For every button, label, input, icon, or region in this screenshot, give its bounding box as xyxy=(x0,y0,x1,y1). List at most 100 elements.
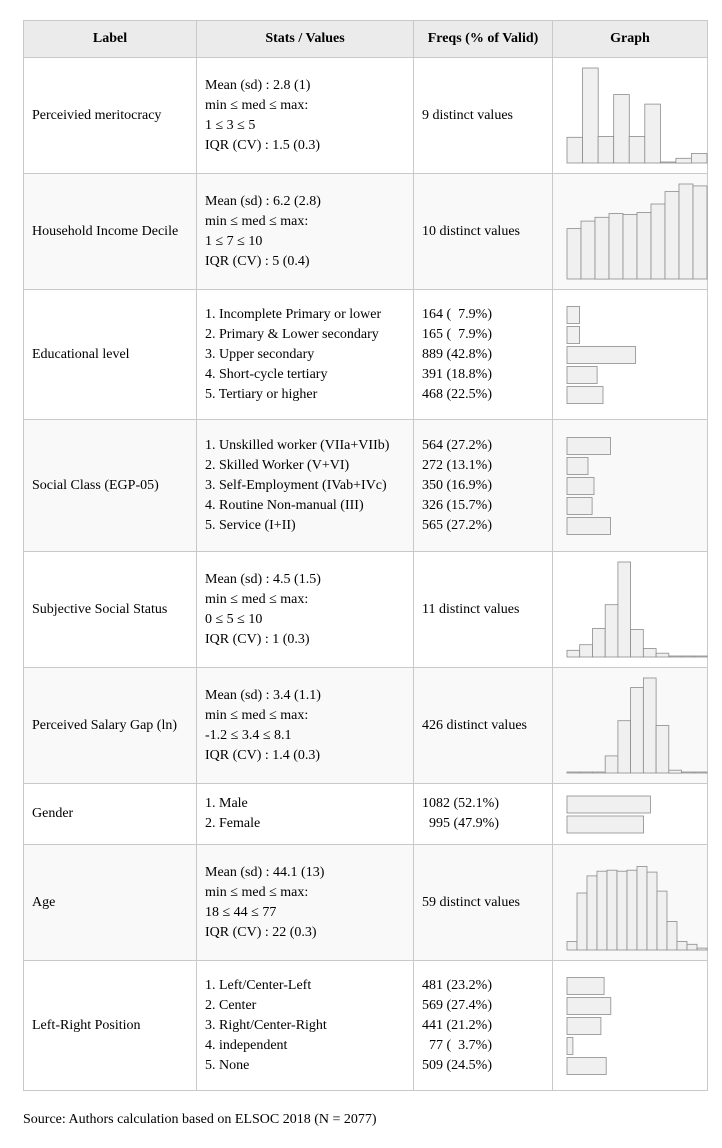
stats-line: 1 ≤ 7 ≤ 10 xyxy=(205,233,263,249)
freqs-cell: 11 distinct values xyxy=(413,551,553,668)
histogram-bar xyxy=(608,213,624,280)
stats-cell: Mean (sd) : 2.8 (1) min ≤ med ≤ max: 1 ≤ 3… xyxy=(196,57,414,174)
histogram-bar xyxy=(582,67,599,164)
histogram-bar xyxy=(636,212,652,280)
frequency-bar xyxy=(566,1017,602,1035)
stats-line: 1. Unskilled worker (VIIa+VIIb) xyxy=(205,437,390,453)
freqs-cell: 426 distinct values xyxy=(413,667,553,784)
histogram-bar xyxy=(681,771,695,774)
histogram-bar xyxy=(617,561,632,658)
freqs-cell: 59 distinct values xyxy=(413,844,553,961)
freqs-cell: 10 distinct values xyxy=(413,173,553,290)
histogram-bar xyxy=(636,865,648,951)
freq-line: 426 distinct values xyxy=(422,717,527,733)
stats-line: 18 ≤ 44 ≤ 77 xyxy=(205,904,277,920)
stats-line: IQR (CV) : 5 (0.4) xyxy=(205,253,310,269)
histogram-bar xyxy=(643,648,657,658)
freq-line: 11 distinct values xyxy=(422,601,520,617)
freqs-cell: 164 ( 7.9%) 165 ( 7.9%) 889 (42.8%) 391 (18… xyxy=(413,289,553,420)
histogram-bar xyxy=(566,228,582,280)
stats-cell: 1. Unskilled worker (VIIa+VIIb) 2. Skille… xyxy=(196,419,414,552)
table-row: Perceivied meritocracy Mean (sd) : 2.8 (1… xyxy=(23,57,708,174)
freqs-cell: 564 (27.2%) 272 (13.1%) 350 (16.9%) 326 (15… xyxy=(413,419,553,552)
table-row: Age Mean (sd) : 44.1 (13) min ≤ med ≤ max:… xyxy=(23,844,708,961)
histogram-bar xyxy=(613,94,630,164)
stats-cell: Mean (sd) : 44.1 (13) min ≤ med ≤ max: 18 … xyxy=(196,844,414,961)
freq-line: 441 (21.2%) xyxy=(422,1017,492,1033)
histogram-bar xyxy=(622,214,638,280)
header-graph: Graph xyxy=(552,20,708,58)
variable-label: Perceived Salary Gap (ln) xyxy=(23,667,197,784)
table-row: Left-Right Position 1. Left/Center-Left 2.… xyxy=(23,960,708,1091)
stats-line: Mean (sd) : 44.1 (13) xyxy=(205,864,325,880)
stats-line: 5. None xyxy=(205,1057,250,1073)
graph-cell xyxy=(552,551,708,668)
histogram-bar xyxy=(659,161,677,164)
stats-line: 1. Male xyxy=(205,796,248,811)
histogram-bar xyxy=(675,157,692,164)
histogram-bar xyxy=(668,769,682,774)
freqs-cell: 481 (23.2%) 569 (27.4%) 441 (21.2%) 77 ( 3… xyxy=(413,960,553,1091)
histogram-bar xyxy=(566,649,581,658)
freq-line: 165 ( 7.9%) xyxy=(422,326,492,342)
freq-line: 9 distinct values xyxy=(422,107,513,123)
stats-line: Mean (sd) : 4.5 (1.5) xyxy=(205,571,321,587)
histogram-bar xyxy=(617,720,632,774)
histogram-bar xyxy=(579,644,593,658)
stats-line: 4. Short-cycle tertiary xyxy=(205,366,328,382)
household-income-decile-graph xyxy=(566,183,708,280)
graph-cell xyxy=(552,960,708,1091)
histogram-bar xyxy=(655,652,670,658)
stats-line: 2. Female xyxy=(205,816,261,831)
histogram-bar xyxy=(626,869,638,951)
header-freqs: Freqs (% of Valid) xyxy=(413,20,553,58)
social-class-egp-05-graph xyxy=(566,437,611,535)
histogram-bar xyxy=(566,136,584,164)
variable-label: Left-Right Position xyxy=(23,960,197,1091)
variable-label: Subjective Social Status xyxy=(23,551,197,668)
left-right-position-graph xyxy=(566,977,612,1075)
stats-line: 2. Center xyxy=(205,997,257,1013)
histogram-bar xyxy=(644,103,661,164)
graph-cell xyxy=(552,667,708,784)
freq-line: 1082 (52.1%) xyxy=(422,796,499,811)
stats-line: 4. Routine Non-manual (III) xyxy=(205,497,364,513)
freq-line: 164 ( 7.9%) xyxy=(422,306,492,322)
stats-line: Mean (sd) : 3.4 (1.1) xyxy=(205,687,321,703)
stats-cell: 1. Male 2. Female xyxy=(196,783,414,845)
frequency-bar xyxy=(566,795,651,814)
frequency-bar xyxy=(566,346,636,364)
gender-graph xyxy=(566,795,651,834)
variable-label: Household Income Decile xyxy=(23,173,197,290)
histogram-bar xyxy=(630,687,644,774)
histogram-bar xyxy=(576,892,588,951)
histogram-bar xyxy=(579,771,593,774)
stats-line: 5. Tertiary or higher xyxy=(205,386,318,402)
freq-line: 889 (42.8%) xyxy=(422,346,492,362)
histogram-bar xyxy=(616,870,628,951)
histogram-bar xyxy=(693,655,708,658)
stats-line: 1 ≤ 3 ≤ 5 xyxy=(205,117,256,133)
frequency-bar xyxy=(566,386,604,404)
graph-cell xyxy=(552,844,708,961)
subjective-social-status-graph xyxy=(566,561,708,658)
histogram-bar xyxy=(606,869,618,951)
stats-line: IQR (CV) : 1.5 (0.3) xyxy=(205,137,321,153)
header-label: Label xyxy=(23,20,197,58)
stats-line: 3. Upper secondary xyxy=(205,346,315,362)
histogram-bar xyxy=(604,604,619,658)
stats-line: 1. Incomplete Primary or lower xyxy=(205,306,382,322)
frequency-bar xyxy=(566,815,644,834)
frequency-bar xyxy=(566,457,589,475)
stats-line: min ≤ med ≤ max: xyxy=(205,884,309,900)
source-note: Source: Authors calculation based on ELS… xyxy=(23,1112,377,1127)
stats-line: 3. Right/Center-Right xyxy=(205,1017,327,1033)
frequency-bar xyxy=(566,517,611,535)
histogram-bar xyxy=(655,725,670,774)
stats-line: 3. Self-Employment (IVab+IVc) xyxy=(205,477,387,493)
histogram-bar xyxy=(586,875,598,951)
freq-line: 391 (18.8%) xyxy=(422,366,492,382)
frequency-bar xyxy=(566,477,595,495)
freq-line: 481 (23.2%) xyxy=(422,977,492,993)
histogram-bar xyxy=(596,870,608,951)
